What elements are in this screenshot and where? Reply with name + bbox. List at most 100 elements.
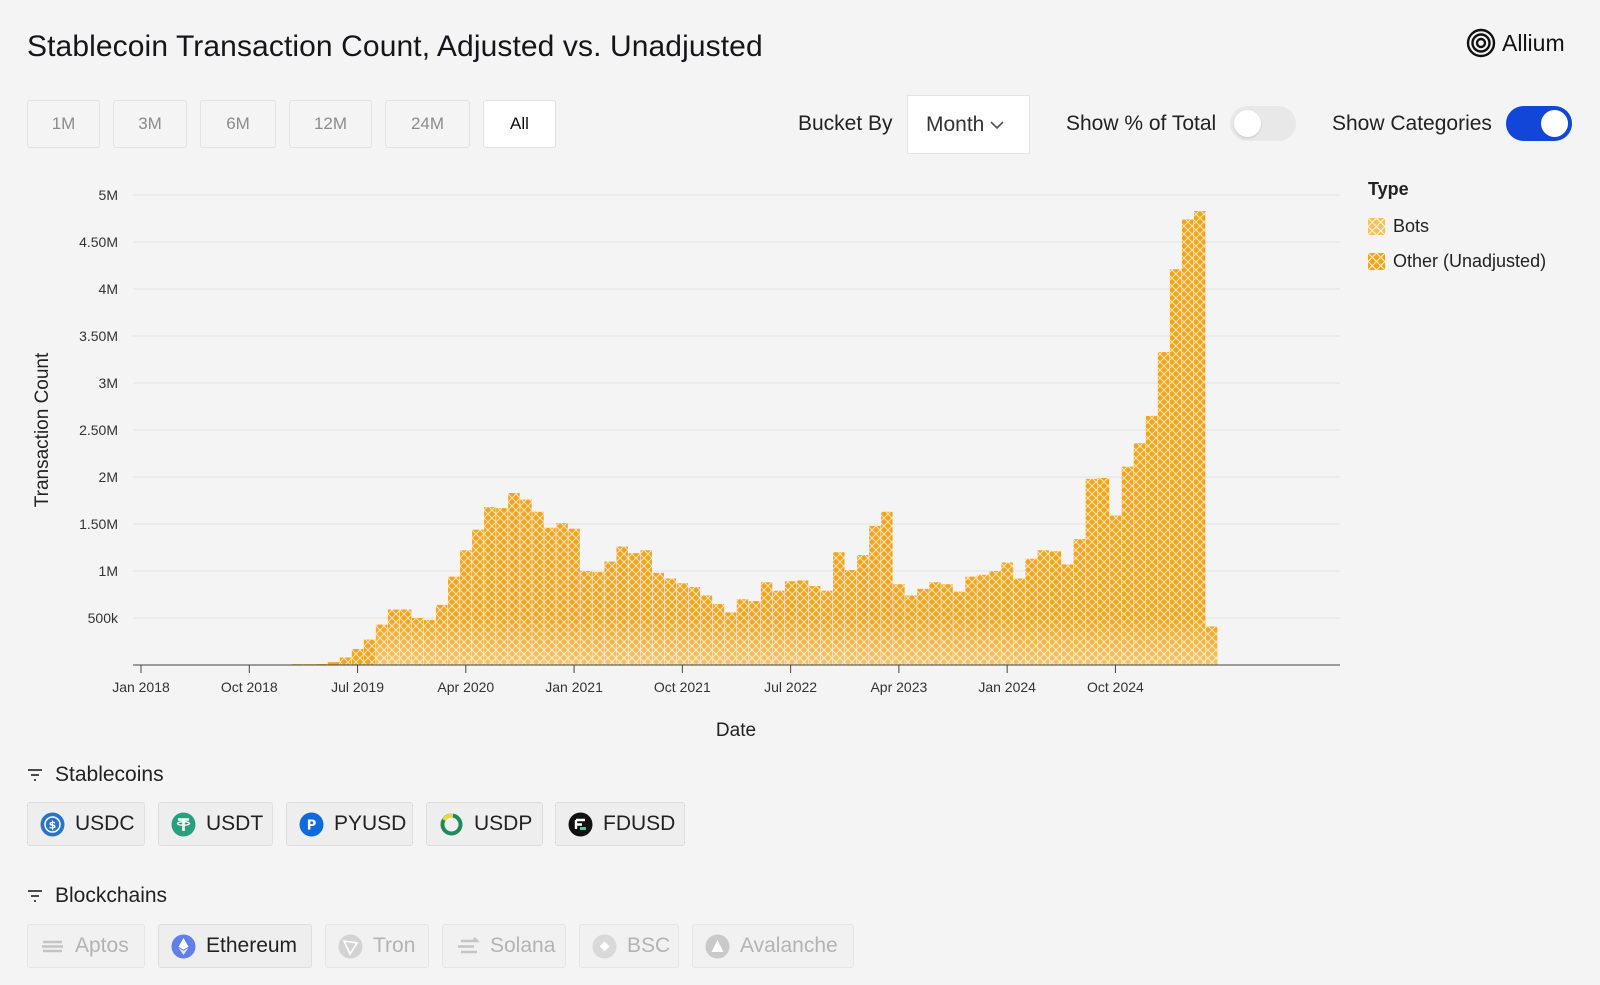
bar-bots-overlay (448, 617, 460, 665)
x-tick-label: Oct 2021 (654, 679, 711, 695)
chip-label: Tron (373, 934, 416, 957)
bar-other-hatch (857, 555, 869, 665)
bar-other-hatch (616, 546, 628, 665)
show-percent-toggle[interactable] (1230, 106, 1296, 141)
bar-bots-overlay (640, 617, 652, 665)
range-button-6m[interactable]: 6M (200, 100, 276, 148)
bar-bots-overlay (953, 617, 965, 665)
bar-bots-overlay (399, 617, 412, 665)
bar-bots-overlay (1037, 617, 1049, 665)
bar-bots-overlay (1109, 617, 1122, 665)
bar-bots-overlay (1013, 617, 1025, 665)
chip-usdp[interactable]: USDP (426, 802, 543, 846)
y-tick-label: 1.50M (79, 516, 118, 532)
x-tick-label: Jan 2021 (545, 679, 603, 695)
avalanche-icon (705, 934, 730, 958)
brand-logo: Allium (1466, 28, 1565, 58)
bar-bots-overlay (1061, 617, 1074, 665)
bar-bots-overlay (1121, 617, 1134, 665)
legend-item-bots[interactable]: Bots (1368, 216, 1429, 237)
bar-bots-overlay (568, 617, 580, 665)
legend-label-bots: Bots (1393, 216, 1430, 236)
bar-bots-overlay (1157, 617, 1170, 665)
bar-other-hatch (460, 550, 472, 665)
bar-other-hatch (484, 507, 496, 665)
usdc-icon: $ (40, 812, 65, 836)
chip-solana[interactable]: Solana (442, 924, 566, 968)
bar-bots-overlay (544, 617, 556, 665)
bar-bots-overlay (1085, 617, 1098, 665)
page-title: Stablecoin Transaction Count, Adjusted v… (27, 30, 763, 63)
range-button-1m[interactable]: 1M (27, 100, 100, 148)
chip-pyusd[interactable]: P PYUSD (286, 802, 413, 846)
x-tick-label: Jul 2019 (331, 679, 384, 695)
range-button-24m[interactable]: 24M (385, 100, 470, 148)
chip-label: Ethereum (206, 934, 298, 957)
bar-bots-overlay (520, 617, 532, 665)
bucket-by-value: Month (926, 112, 985, 136)
bar-bots-overlay (736, 617, 749, 665)
bar-other-hatch (568, 528, 580, 665)
bar-other-hatch (1025, 558, 1037, 665)
x-tick-label: Jul 2022 (764, 679, 817, 695)
chip-ethereum[interactable]: Ethereum (158, 924, 312, 968)
chip-usdc[interactable]: $ USDC (27, 802, 145, 846)
chip-usdt[interactable]: USDT (158, 802, 273, 846)
chip-bsc[interactable]: BSC (579, 924, 679, 968)
bar-bots-overlay (375, 624, 388, 665)
chip-label: Solana (490, 934, 556, 957)
chip-label: USDT (206, 812, 264, 835)
y-tick-label: 3.50M (79, 328, 118, 344)
chip-label: Avalanche (740, 934, 838, 957)
bar-other-hatch (1109, 515, 1122, 665)
x-tick-label: Jan 2018 (112, 679, 170, 695)
bar-other-hatch (628, 553, 640, 665)
bar-other-hatch (1001, 562, 1013, 665)
toggle-knob (1541, 110, 1568, 137)
x-tick-label: Oct 2024 (1087, 679, 1144, 695)
bar-other-hatch (1169, 269, 1182, 665)
bar-other-hatch (1085, 478, 1098, 665)
bar-other-hatch (472, 529, 484, 665)
blockchains-section-header[interactable]: Blockchains (27, 884, 167, 908)
bar-other-hatch (1121, 466, 1134, 665)
bar-bots-overlay (941, 617, 953, 665)
show-categories-toggle[interactable] (1506, 106, 1572, 141)
bucket-by-label: Bucket By (798, 112, 893, 135)
bar-bots-overlay (748, 617, 761, 665)
bar-bots-overlay (808, 617, 821, 665)
bar-bots-overlay (1001, 617, 1013, 665)
chip-label: USDP (474, 812, 533, 835)
usdp-icon (440, 813, 463, 835)
x-tick-label: Apr 2023 (870, 679, 927, 695)
bar-other-hatch (1193, 210, 1206, 666)
bar-bots-overlay (676, 617, 689, 665)
range-button-all[interactable]: All (483, 100, 556, 148)
bar-other-hatch (1049, 551, 1061, 665)
chip-aptos[interactable]: Aptos (27, 924, 145, 968)
chevron-down-icon (990, 120, 1004, 129)
bar-bots-overlay (1169, 617, 1182, 665)
chip-tron[interactable]: Tron (325, 924, 429, 968)
stablecoins-section-header[interactable]: Stablecoins (27, 763, 164, 787)
bar-bots-overlay (460, 617, 472, 665)
legend-title: Type (1368, 179, 1409, 199)
bar-other-hatch (869, 525, 881, 665)
bar-other-hatch (1097, 477, 1110, 665)
bar-bots-overlay (387, 617, 400, 665)
legend-item-other[interactable]: Other (Unadjusted) (1368, 251, 1546, 272)
solana-icon (458, 936, 480, 953)
bar-bots-overlay (1193, 617, 1206, 665)
tron-icon (338, 934, 363, 958)
y-tick-label: 2M (99, 469, 118, 485)
bar-bots-overlay (796, 617, 809, 665)
bar-bots-overlay (411, 618, 424, 665)
bar-bots-overlay (1097, 617, 1110, 665)
range-button-3m[interactable]: 3M (113, 100, 187, 148)
chip-avalanche[interactable]: Avalanche (692, 924, 854, 968)
bucket-by-select[interactable]: Month (907, 95, 1030, 154)
chip-fdusd[interactable]: FDUSD (555, 802, 685, 846)
bar-bots-overlay (508, 617, 520, 665)
range-button-12m[interactable]: 12M (289, 100, 372, 148)
bar-bots-overlay (592, 617, 604, 665)
